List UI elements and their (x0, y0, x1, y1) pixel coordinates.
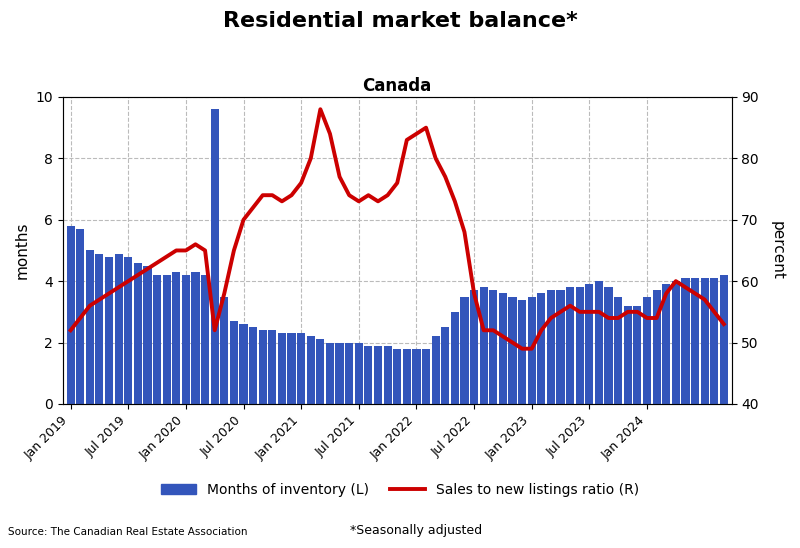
Bar (182, 275, 190, 404)
Bar (643, 296, 651, 404)
Legend: Months of inventory (L), Sales to new listings ratio (R): Months of inventory (L), Sales to new li… (156, 478, 644, 503)
Bar (220, 296, 228, 404)
Bar (720, 275, 728, 404)
Bar (278, 333, 286, 404)
Bar (653, 290, 661, 404)
Bar (450, 312, 459, 404)
Bar (268, 330, 277, 404)
Bar (682, 278, 690, 404)
Bar (614, 296, 622, 404)
Bar (316, 339, 325, 404)
Bar (538, 293, 546, 404)
Bar (422, 349, 430, 404)
Bar (710, 278, 718, 404)
Bar (672, 281, 680, 404)
Bar (662, 284, 670, 404)
Bar (460, 296, 469, 404)
Bar (393, 349, 402, 404)
Bar (105, 256, 113, 404)
Title: Canada: Canada (362, 77, 432, 95)
Bar (431, 336, 440, 404)
Bar (518, 300, 526, 404)
Bar (412, 349, 421, 404)
Bar (470, 290, 478, 404)
Bar (306, 336, 315, 404)
Bar (230, 321, 238, 404)
Bar (114, 254, 122, 404)
Bar (345, 342, 354, 404)
Bar (201, 275, 209, 404)
Bar (624, 306, 632, 404)
Bar (402, 349, 411, 404)
Bar (441, 327, 450, 404)
Bar (701, 278, 709, 404)
Bar (566, 287, 574, 404)
Bar (249, 327, 258, 404)
Bar (287, 333, 296, 404)
Bar (191, 272, 199, 404)
Bar (143, 266, 151, 404)
Bar (172, 272, 180, 404)
Y-axis label: months: months (15, 222, 30, 279)
Bar (605, 287, 613, 404)
Bar (124, 256, 132, 404)
Bar (162, 275, 170, 404)
Bar (66, 226, 74, 404)
Text: Residential market balance*: Residential market balance* (222, 11, 578, 31)
Bar (354, 342, 363, 404)
Bar (509, 296, 517, 404)
Bar (490, 290, 498, 404)
Bar (586, 284, 594, 404)
Bar (210, 109, 218, 404)
Text: Source: The Canadian Real Estate Association: Source: The Canadian Real Estate Associa… (8, 527, 247, 537)
Bar (691, 278, 699, 404)
Bar (634, 306, 642, 404)
Bar (374, 346, 382, 404)
Bar (499, 293, 507, 404)
Bar (95, 254, 103, 404)
Bar (480, 287, 488, 404)
Y-axis label: percent: percent (770, 221, 785, 280)
Bar (297, 333, 306, 404)
Bar (326, 342, 334, 404)
Bar (364, 346, 373, 404)
Bar (547, 290, 555, 404)
Bar (383, 346, 392, 404)
Bar (76, 229, 84, 404)
Bar (528, 296, 536, 404)
Bar (153, 275, 161, 404)
Bar (557, 290, 565, 404)
Bar (258, 330, 267, 404)
Bar (335, 342, 344, 404)
Bar (86, 250, 94, 404)
Bar (134, 262, 142, 404)
Bar (576, 287, 584, 404)
Bar (239, 324, 247, 404)
Bar (595, 281, 603, 404)
Text: *Seasonally adjusted: *Seasonally adjusted (350, 524, 482, 537)
